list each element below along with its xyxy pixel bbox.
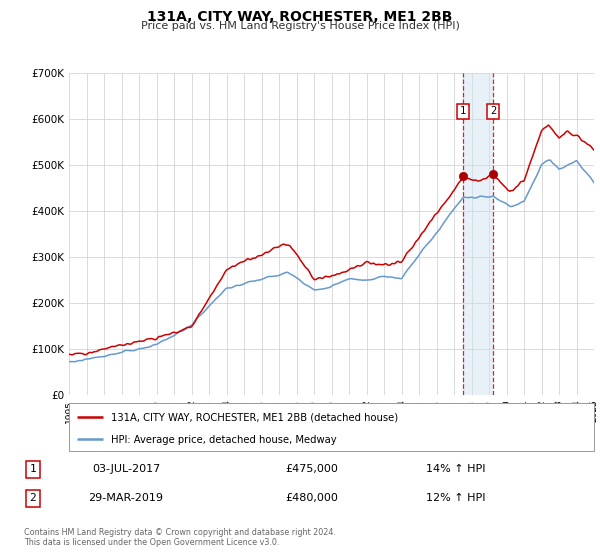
Text: £475,000: £475,000 [286, 464, 338, 474]
Text: £480,000: £480,000 [286, 493, 338, 503]
Text: This data is licensed under the Open Government Licence v3.0.: This data is licensed under the Open Gov… [24, 538, 280, 547]
Text: 29-MAR-2019: 29-MAR-2019 [89, 493, 163, 503]
Text: 14% ↑ HPI: 14% ↑ HPI [426, 464, 486, 474]
Text: 12% ↑ HPI: 12% ↑ HPI [426, 493, 486, 503]
Bar [463, 73, 493, 395]
Text: HPI: Average price, detached house, Medway: HPI: Average price, detached house, Medw… [111, 435, 337, 445]
Text: 131A, CITY WAY, ROCHESTER, ME1 2BB: 131A, CITY WAY, ROCHESTER, ME1 2BB [148, 10, 452, 24]
Text: 03-JUL-2017: 03-JUL-2017 [92, 464, 160, 474]
Text: Contains HM Land Registry data © Crown copyright and database right 2024.: Contains HM Land Registry data © Crown c… [24, 528, 336, 536]
Text: 2: 2 [29, 493, 37, 503]
Text: 1: 1 [460, 106, 466, 116]
Text: 2: 2 [490, 106, 497, 116]
Text: Price paid vs. HM Land Registry's House Price Index (HPI): Price paid vs. HM Land Registry's House … [140, 21, 460, 31]
Text: 131A, CITY WAY, ROCHESTER, ME1 2BB (detached house): 131A, CITY WAY, ROCHESTER, ME1 2BB (deta… [111, 413, 398, 422]
Text: 1: 1 [29, 464, 37, 474]
